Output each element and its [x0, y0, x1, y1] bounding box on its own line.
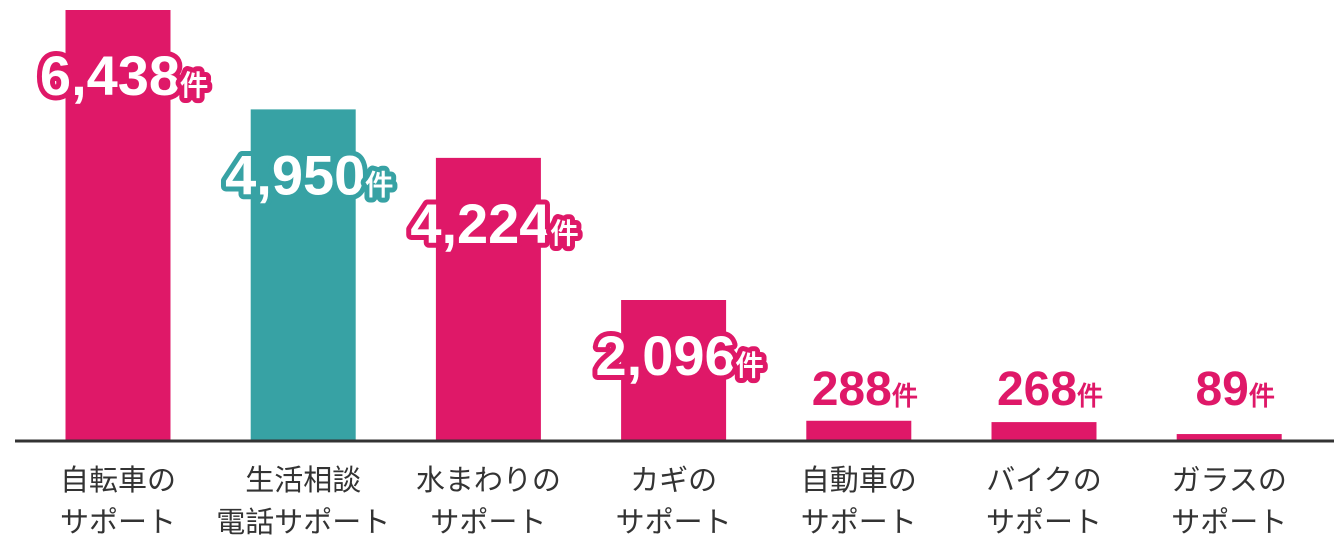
- category-label: ガラスの: [1171, 463, 1286, 497]
- category-label: 水まわりの: [416, 463, 561, 497]
- category-label: サポート: [60, 505, 176, 539]
- category-label: バイクの: [986, 463, 1101, 497]
- category-label: 自動車の: [801, 463, 917, 497]
- value-number: 89: [1195, 363, 1248, 416]
- value-label: 89件: [1195, 363, 1274, 416]
- category-label: 生活相談: [245, 463, 361, 497]
- bar: [621, 300, 727, 440]
- value-label: 2,096件: [596, 324, 764, 387]
- category-label: サポート: [616, 505, 732, 539]
- bar: [1176, 434, 1282, 440]
- bars: [65, 10, 1282, 441]
- value-unit: 件: [365, 169, 393, 200]
- category-label: 自転車の: [60, 463, 176, 497]
- category-label: サポート: [986, 505, 1102, 539]
- value-label: 6,438件: [40, 44, 208, 107]
- category-label: 電話サポート: [216, 505, 390, 539]
- value-unit: 件: [736, 350, 764, 381]
- bar: [250, 109, 356, 441]
- value-number: 268: [997, 363, 1077, 416]
- bar: [65, 10, 171, 440]
- value-unit: 件: [892, 381, 918, 411]
- bar: [991, 422, 1097, 440]
- value-number: 2,096: [596, 324, 736, 387]
- bar: [435, 157, 541, 440]
- category-label: サポート: [1171, 505, 1287, 539]
- value-unit: 件: [1077, 381, 1103, 411]
- value-number: 288: [812, 363, 892, 416]
- value-label: 4,224件: [410, 192, 578, 255]
- bar: [806, 420, 912, 440]
- value-label: 268件: [997, 363, 1103, 416]
- value-number: 6,438: [40, 44, 180, 107]
- value-unit: 件: [1249, 381, 1275, 411]
- value-unit: 件: [550, 218, 578, 249]
- category-label: カギの: [630, 463, 717, 497]
- value-label: 288件: [812, 363, 918, 416]
- value-number: 4,224: [410, 192, 550, 255]
- value-label: 4,950件: [225, 143, 393, 206]
- value-number: 4,950: [225, 143, 365, 206]
- category-label: サポート: [430, 505, 546, 539]
- category-label: サポート: [801, 505, 917, 539]
- value-unit: 件: [180, 70, 208, 101]
